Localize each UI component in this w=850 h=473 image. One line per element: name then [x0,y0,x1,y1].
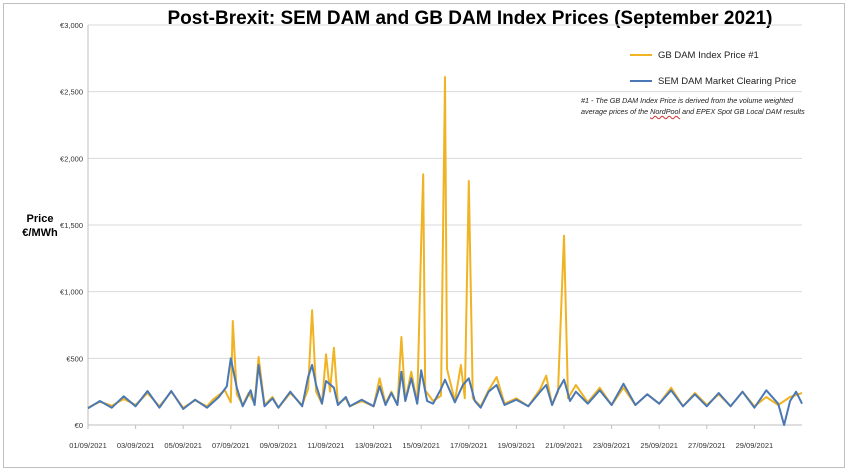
x-tick-label: 23/09/2021 [593,441,631,450]
legend-swatch-gb [630,53,652,57]
series-line-sem-dam-market-clearing-price [87,357,803,426]
x-tick-label: 17/09/2021 [450,441,488,450]
y-tick-label: €1,500 [60,221,83,230]
x-tick-label: 25/09/2021 [640,441,678,450]
footnote-nordpool: NordPool [650,107,681,116]
legend-item-sem: SEM DAM Market Clearing Price [630,74,796,88]
x-tick-label: 29/09/2021 [736,441,774,450]
legend-swatch-sem [630,79,652,83]
x-tick-label: 13/09/2021 [355,441,393,450]
y-tick-label: €2,000 [60,154,83,163]
chart-legend: GB DAM Index Price #1 SEM DAM Market Cle… [630,48,796,88]
y-tick-label: €1,000 [60,288,83,297]
y-axis-label: Price €/MWh [14,212,66,240]
y-axis-label-line2: €/MWh [22,227,58,239]
y-tick-label: €0 [75,421,83,430]
x-tick-label: 21/09/2021 [545,441,583,450]
y-axis-label-line1: Price [26,213,54,225]
x-tick-label: 05/09/2021 [164,441,202,450]
x-tick-label: 11/09/2021 [308,441,345,450]
legend-label-gb: GB DAM Index Price #1 [658,49,759,61]
footnote-line2: average prices of the NordPool and EPEX … [581,106,843,117]
x-tick-label: 07/09/2021 [212,441,250,450]
x-tick-label: 03/09/2021 [117,441,155,450]
y-tick-label: €500 [66,354,83,363]
legend-label-sem: SEM DAM Market Clearing Price [658,75,797,87]
x-tick-label: 15/09/2021 [402,441,440,450]
footnote-line1: #1 - The GB DAM Index Price is derived f… [581,96,794,105]
legend-item-gb: GB DAM Index Price #1 [630,48,796,62]
x-tick-label: 09/09/2021 [260,441,298,450]
y-tick-label: €3,000 [60,21,83,30]
chart-footnote: #1 - The GB DAM Index Price is derived f… [581,95,843,117]
footnote-line2-pre: average prices of the [581,107,651,116]
x-tick-label: 01/09/2021 [69,441,107,450]
y-tick-label: €2,500 [60,88,83,97]
x-tick-label: 27/09/2021 [688,441,726,450]
footnote-line2-post: and EPEX Spot GB Local DAM results [680,107,805,116]
chart-title: Post-Brexit: SEM DAM and GB DAM Index Pr… [167,8,773,29]
x-tick-label: 19/09/2021 [498,441,536,450]
